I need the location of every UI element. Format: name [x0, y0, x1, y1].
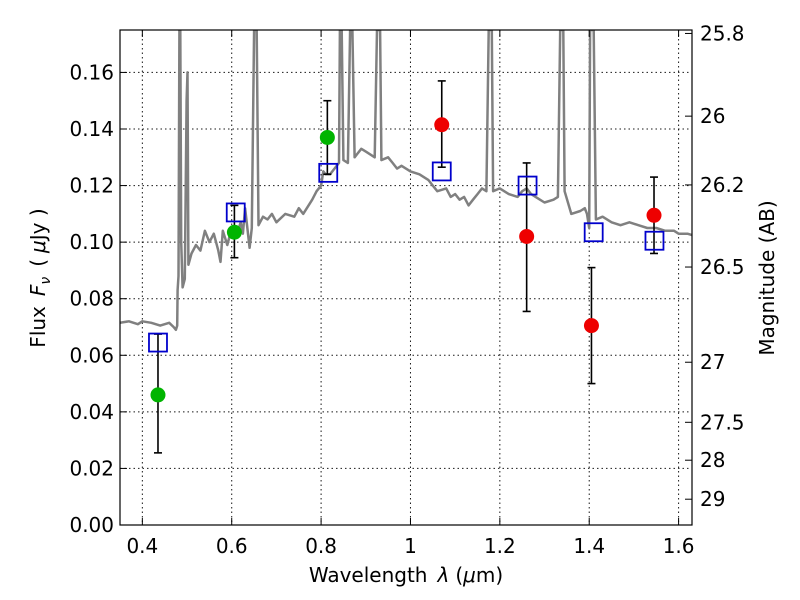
red-data-point [519, 228, 535, 244]
ticks-layer [120, 30, 692, 526]
y-tick-label: 0.10 [69, 230, 114, 254]
model-square [644, 230, 665, 251]
x-tick-label: 0.6 [216, 534, 248, 558]
y-tick-label: 0.12 [69, 174, 114, 198]
green-data-point [319, 129, 335, 145]
y-axis-label: FluxFν(μJy ) [26, 208, 54, 347]
model-square [225, 202, 246, 223]
tick-labels-layer: 0.4 0.6 0.8 1 1.2 1.4 1.6 0.00 0.02 0.04 0.06 0.08 0… [69, 21, 744, 558]
y2-tick-label: 25.8 [700, 21, 745, 45]
model-square [318, 162, 339, 183]
y-tick-label: 0.06 [69, 343, 114, 367]
x-tick-label: 0.8 [305, 534, 337, 558]
grid-lines [120, 30, 692, 525]
y-tick-label: 0.00 [69, 513, 114, 537]
model-square [148, 332, 168, 353]
x-tick-label: 1.2 [484, 534, 516, 558]
model-square [583, 222, 604, 243]
y-tick-label: 0.16 [69, 60, 114, 84]
error-bars-layer [153, 80, 659, 454]
y2-axis-label: Magnitude (AB) [755, 200, 779, 355]
x-axis-label: Wavelength λ (μm) [309, 563, 503, 587]
y2-tick-label: 26.2 [700, 173, 745, 197]
y-tick-label: 0.08 [69, 287, 114, 311]
x-tick-label: 1.6 [663, 534, 695, 558]
x-tick-label: 0.4 [126, 534, 158, 558]
y2-tick-label: 27.5 [700, 410, 745, 434]
y-tick-label: 0.14 [69, 117, 114, 141]
x-tick-label: 1.4 [573, 534, 605, 558]
red-data-point [583, 318, 599, 334]
spectrum-layer [120, 30, 692, 332]
y-tick-label: 0.04 [69, 400, 114, 424]
red-data-point [434, 117, 450, 133]
y2-tick-label: 28 [700, 448, 725, 472]
y-tick-label: 0.02 [69, 456, 114, 480]
spectrum-line [120, 30, 692, 332]
y2-tick-label: 27 [700, 350, 725, 374]
green-data-point [150, 387, 166, 403]
red-data-point [646, 207, 662, 223]
y2-tick-label: 26 [700, 104, 725, 128]
data-points-layer [150, 117, 662, 403]
green-data-point [226, 224, 242, 240]
y2-tick-label: 29 [700, 487, 725, 511]
y2-tick-label: 26.5 [700, 255, 745, 279]
plot-frame [119, 29, 693, 526]
x-tick-label: 1 [404, 534, 417, 558]
model-square [517, 175, 538, 196]
model-squares-layer [148, 161, 665, 353]
model-square [431, 161, 452, 182]
